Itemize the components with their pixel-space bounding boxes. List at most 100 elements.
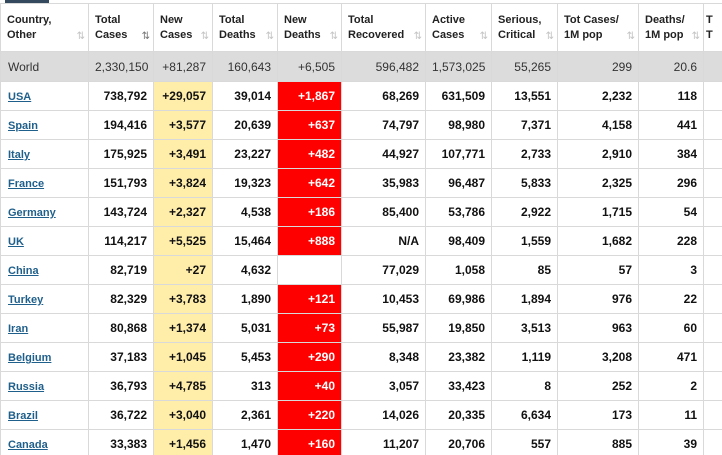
column-header-truncated[interactable]: T T: [703, 3, 722, 52]
new-cases-cell: +2,327: [153, 197, 213, 227]
cases-per-1m-cell: 2,325: [557, 168, 639, 198]
total-cases-cell: 82,329: [88, 284, 154, 314]
column-header-label: Total Deaths: [219, 13, 256, 41]
country-link[interactable]: France: [8, 178, 45, 190]
column-header-total-deaths[interactable]: Total Deaths ⇅: [212, 3, 278, 52]
truncated-cell: [703, 197, 722, 227]
sort-arrows-icon[interactable]: ⇅: [479, 31, 488, 42]
new-deaths-cell: +1,867: [277, 81, 342, 111]
deaths-per-1m-cell: 3: [638, 255, 704, 285]
column-header-label: Country, Other: [7, 13, 52, 41]
total-cases-cell: 37,183: [88, 342, 154, 372]
country-link[interactable]: Spain: [8, 120, 38, 132]
country-link[interactable]: Germany: [8, 207, 56, 219]
new-cases-cell: +3,783: [153, 284, 213, 314]
truncated-cell: [703, 371, 722, 401]
table-row: Italy 175,925 +3,491 23,227 +482 44,927 107,77…: [0, 139, 722, 169]
sort-arrows-icon[interactable]: ⇅: [413, 31, 422, 42]
country-link[interactable]: Italy: [8, 149, 31, 161]
active-cases-cell: 33,423: [425, 371, 492, 401]
active-cases-cell: 1,573,025: [425, 51, 492, 82]
column-header-total-recovered[interactable]: Total Recovered ⇅: [341, 3, 426, 52]
total-cases-cell: 2,330,150: [88, 51, 154, 82]
total-cases-cell: 33,383: [88, 429, 154, 455]
column-header-serious-critical[interactable]: Serious, Critical ⇅: [491, 3, 558, 52]
serious-cell: 3,513: [491, 313, 558, 343]
column-header-new-cases[interactable]: New Cases ⇅: [153, 3, 213, 52]
cases-per-1m-cell: 3,208: [557, 342, 639, 372]
new-deaths-cell: +888: [277, 226, 342, 256]
total-deaths-cell: 23,227: [212, 139, 278, 169]
country-link[interactable]: Iran: [8, 323, 29, 335]
cases-per-1m-cell: 4,158: [557, 110, 639, 140]
active-cases-cell: 96,487: [425, 168, 492, 198]
total-deaths-cell: 2,361: [212, 400, 278, 430]
country-link[interactable]: Russia: [8, 381, 45, 393]
sort-arrows-icon[interactable]: ⇅: [691, 31, 700, 42]
table-row: Germany 143,724 +2,327 4,538 +186 85,400 53,78…: [0, 197, 722, 227]
new-deaths-cell: +290: [277, 342, 342, 372]
country-link[interactable]: Belgium: [8, 352, 52, 364]
column-header-new-deaths[interactable]: New Deaths ⇅: [277, 3, 342, 52]
active-cases-cell: 1,058: [425, 255, 492, 285]
column-header-cases-per-1m[interactable]: Tot Cases/ 1M pop ⇅: [557, 3, 639, 52]
column-header-label: Serious, Critical: [498, 13, 542, 41]
serious-cell: 1,894: [491, 284, 558, 314]
total-recovered-cell: 35,983: [341, 168, 426, 198]
total-deaths-cell: 1,890: [212, 284, 278, 314]
country-cell: Germany: [0, 197, 89, 227]
cases-per-1m-cell: 57: [557, 255, 639, 285]
sort-arrows-icon[interactable]: ⇅: [545, 31, 554, 42]
serious-cell: 55,265: [491, 51, 558, 82]
cases-per-1m-cell: 2,232: [557, 81, 639, 111]
sort-arrows-icon[interactable]: ⇅: [76, 31, 85, 42]
new-cases-cell: +3,491: [153, 139, 213, 169]
sort-arrows-icon[interactable]: ⇅: [265, 31, 274, 42]
deaths-per-1m-cell: 296: [638, 168, 704, 198]
sort-arrows-icon[interactable]: ⇅: [329, 31, 338, 42]
sort-arrows-icon[interactable]: ⇅: [141, 31, 150, 42]
country-cell: China: [0, 255, 89, 285]
country-cell: World: [0, 51, 89, 82]
sort-arrows-icon[interactable]: ⇅: [200, 31, 209, 42]
active-cases-cell: 98,409: [425, 226, 492, 256]
table-row: Canada 33,383 +1,456 1,470 +160 11,207 20,706 5…: [0, 429, 722, 455]
country-link[interactable]: China: [8, 265, 39, 277]
table-body: World 2,330,150 +81,287 160,643 +6,505 596,48…: [0, 51, 722, 455]
table-row: Iran 80,868 +1,374 5,031 +73 55,987 19,850 3,51…: [0, 313, 722, 343]
total-cases-cell: 738,792: [88, 81, 154, 111]
country-link[interactable]: UK: [8, 236, 24, 248]
total-deaths-cell: 1,470: [212, 429, 278, 455]
table-row: France 151,793 +3,824 19,323 +642 35,983 96,48…: [0, 168, 722, 198]
active-cases-cell: 107,771: [425, 139, 492, 169]
country-link[interactable]: Brazil: [8, 410, 38, 422]
new-cases-cell: +1,374: [153, 313, 213, 343]
column-header-label: Deaths/ 1M pop: [645, 13, 685, 41]
total-recovered-cell: N/A: [341, 226, 426, 256]
column-header-active-cases[interactable]: Active Cases ⇅: [425, 3, 492, 52]
column-header-country[interactable]: Country, Other ⇅: [0, 3, 89, 52]
total-deaths-cell: 4,632: [212, 255, 278, 285]
cases-per-1m-cell: 1,682: [557, 226, 639, 256]
top-strip: [0, 0, 722, 4]
sort-arrows-icon[interactable]: ⇅: [626, 31, 635, 42]
active-cases-cell: 20,335: [425, 400, 492, 430]
truncated-cell: [703, 400, 722, 430]
truncated-cell: [703, 284, 722, 314]
total-deaths-cell: 5,453: [212, 342, 278, 372]
total-cases-cell: 143,724: [88, 197, 154, 227]
cases-per-1m-cell: 885: [557, 429, 639, 455]
country-link[interactable]: Canada: [8, 439, 48, 451]
serious-cell: 13,551: [491, 81, 558, 111]
truncated-cell: [703, 226, 722, 256]
country-cell: Russia: [0, 371, 89, 401]
column-header-label: Active Cases: [432, 13, 466, 41]
serious-cell: 2,922: [491, 197, 558, 227]
country-cell: Italy: [0, 139, 89, 169]
country-link[interactable]: Turkey: [8, 294, 44, 306]
total-recovered-cell: 3,057: [341, 371, 426, 401]
column-header-total-cases[interactable]: Total Cases ⇅: [88, 3, 154, 52]
table-row: Turkey 82,329 +3,783 1,890 +121 10,453 69,986 1…: [0, 284, 722, 314]
country-link[interactable]: USA: [8, 91, 32, 103]
column-header-deaths-per-1m[interactable]: Deaths/ 1M pop ⇅: [638, 3, 704, 52]
